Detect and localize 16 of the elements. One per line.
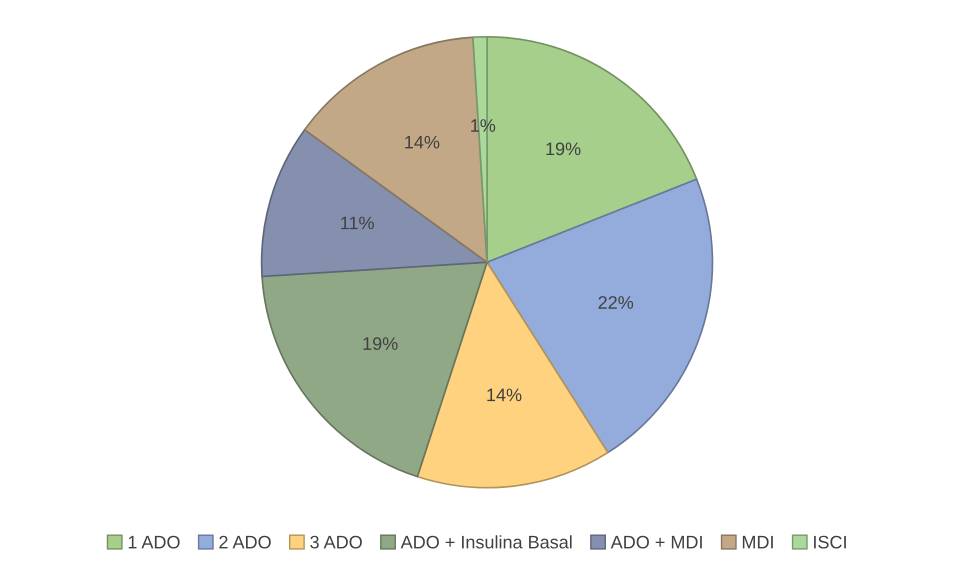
data-label: 14%: [487, 388, 522, 402]
pie-slice: [261, 261, 488, 478]
data-label: 1%: [471, 119, 496, 132]
data-label: 22%: [598, 296, 634, 309]
data-label: 19%: [546, 142, 580, 156]
legend-label: ADO + MDI: [610, 536, 702, 549]
data-label: 14%: [405, 136, 440, 148]
legend-label: 3 ADO: [310, 536, 362, 549]
legend-label: 1 ADO: [128, 536, 180, 549]
legend-label: 2 ADO: [219, 536, 271, 549]
pie-slice: [486, 178, 714, 454]
legend-label: MDI: [742, 536, 773, 548]
legend-label: ISCI: [814, 536, 846, 549]
data-label: 11%: [341, 216, 374, 230]
data-label: 19%: [363, 337, 398, 350]
legend-label: ADO + Insulina Basal: [400, 535, 572, 549]
